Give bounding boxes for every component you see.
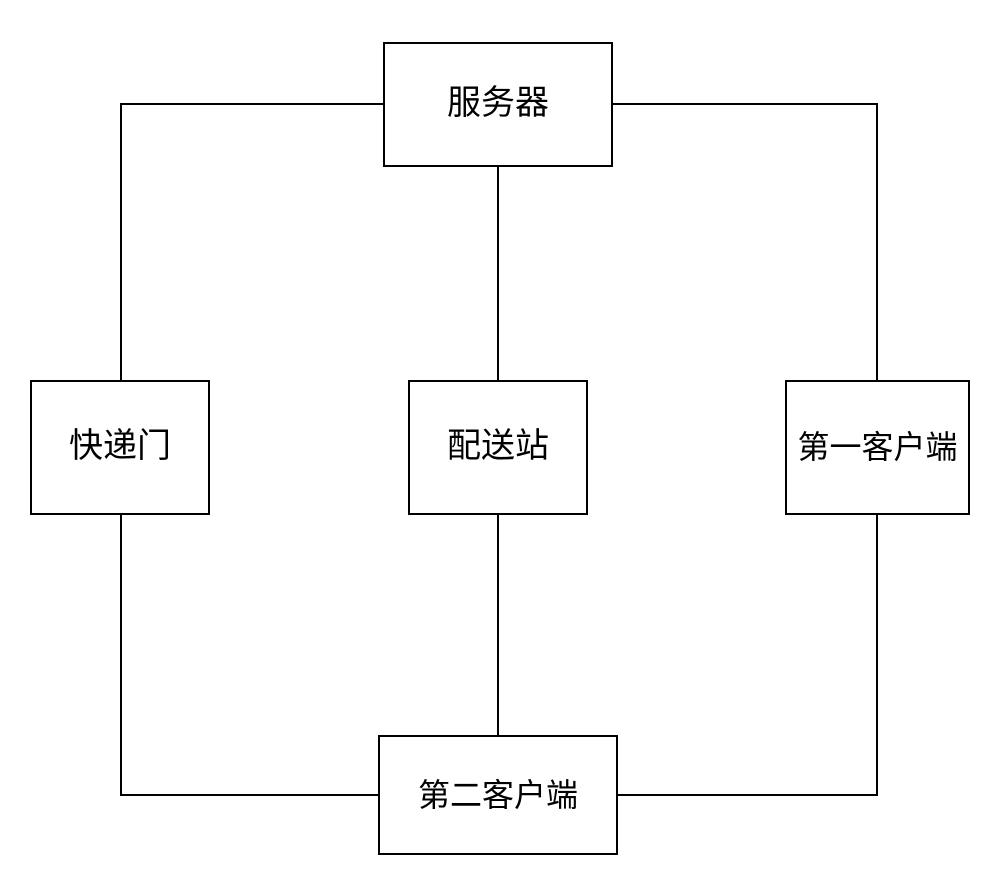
node-distribution: 配送站 <box>408 380 588 515</box>
edge-distribution-client2 <box>497 515 499 735</box>
edge-server-left-v <box>120 103 122 380</box>
edge-server-right-h <box>613 103 878 105</box>
node-express-door-label: 快递门 <box>69 427 171 468</box>
diagram-canvas: 服务器 快递门 配送站 第一客户端 第二客户端 <box>0 0 1000 895</box>
node-express-door: 快递门 <box>30 380 210 515</box>
node-client2: 第二客户端 <box>378 735 618 855</box>
edge-server-right-v <box>876 103 878 380</box>
node-client2-label: 第二客户端 <box>418 776 578 814</box>
node-server: 服务器 <box>383 42 613 167</box>
edge-client2-left-v <box>120 515 122 796</box>
edge-client2-right-v <box>876 515 878 796</box>
edge-server-distribution <box>497 167 499 380</box>
node-client1: 第一客户端 <box>785 380 970 515</box>
node-distribution-label: 配送站 <box>447 427 549 468</box>
node-server-label: 服务器 <box>447 84 549 125</box>
edge-server-left-h <box>120 103 383 105</box>
node-client1-label: 第一客户端 <box>797 428 957 466</box>
edge-client2-left-h <box>120 794 378 796</box>
edge-client2-right-h <box>618 794 878 796</box>
